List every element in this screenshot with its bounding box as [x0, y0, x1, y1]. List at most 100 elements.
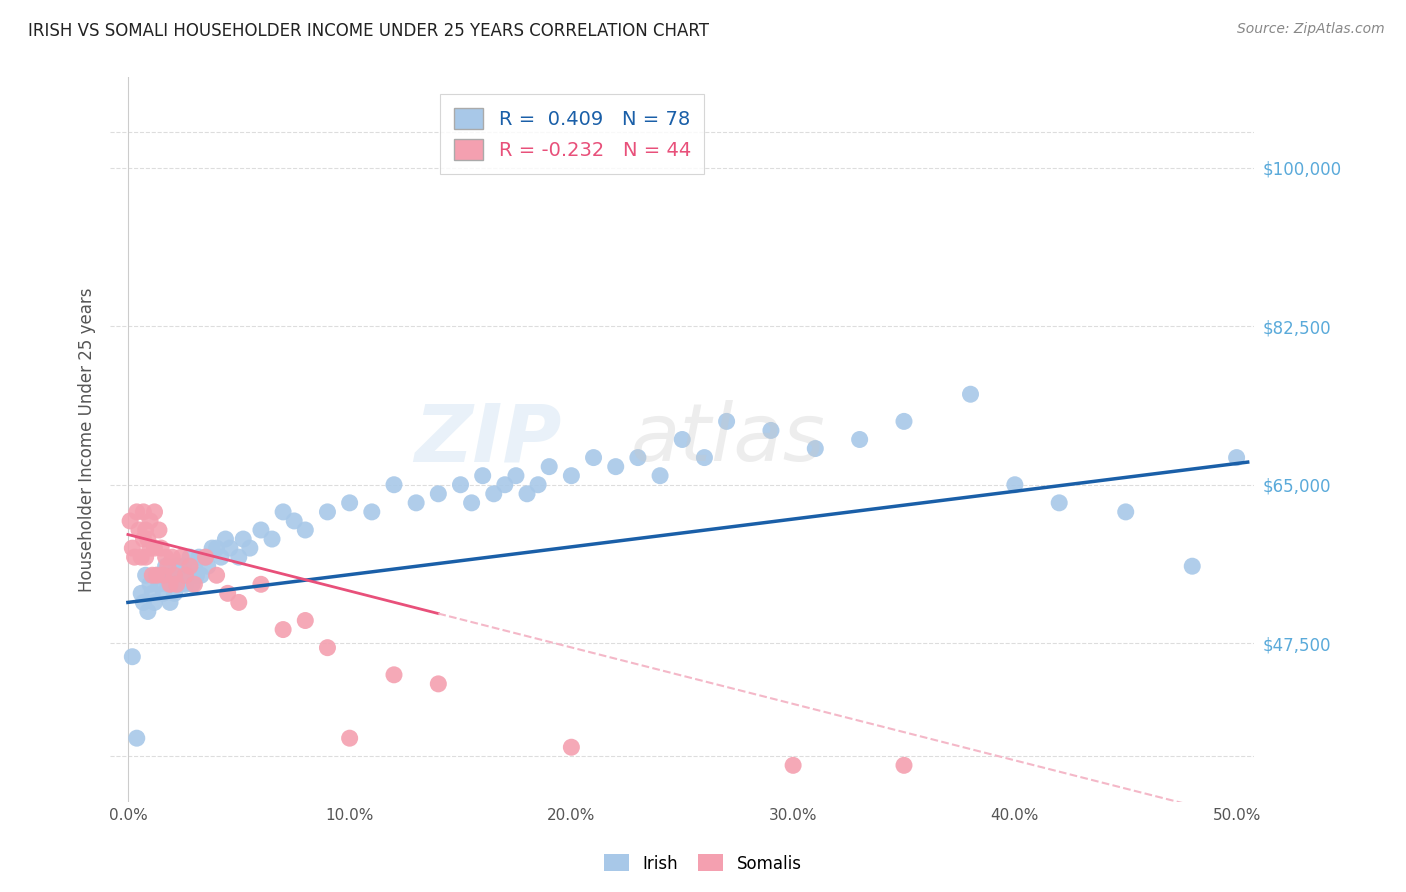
Point: [217, 586, 239, 600]
Point: [671, 433, 693, 447]
Point: [250, 577, 273, 591]
Point: [129, 550, 152, 565]
Point: [121, 649, 143, 664]
Point: [125, 505, 148, 519]
Point: [124, 550, 146, 565]
Point: [316, 640, 339, 655]
Point: [260, 532, 283, 546]
Point: [141, 568, 163, 582]
Point: [129, 586, 152, 600]
Point: [339, 731, 361, 746]
Point: [145, 568, 167, 582]
Point: [194, 550, 217, 565]
Point: [205, 541, 228, 555]
Point: [145, 568, 167, 582]
Point: [405, 496, 427, 510]
Point: [283, 514, 305, 528]
Point: [125, 731, 148, 746]
Point: [232, 532, 254, 546]
Point: [582, 450, 605, 465]
Point: [294, 523, 316, 537]
Text: atlas: atlas: [631, 401, 825, 478]
Point: [139, 514, 162, 528]
Point: [716, 414, 738, 428]
Point: [1115, 505, 1137, 519]
Point: [132, 532, 155, 546]
Point: [148, 523, 170, 537]
Point: [560, 740, 582, 755]
Point: [143, 541, 166, 555]
Point: [201, 541, 224, 555]
Point: [156, 559, 179, 574]
Point: [152, 586, 174, 600]
Point: [159, 577, 181, 591]
Point: [186, 568, 208, 582]
Point: [179, 550, 201, 565]
Point: [120, 514, 142, 528]
Point: [187, 550, 209, 565]
Point: [139, 577, 162, 591]
Point: [170, 550, 193, 565]
Point: [239, 541, 262, 555]
Point: [214, 532, 236, 546]
Point: [136, 604, 159, 618]
Point: [560, 468, 582, 483]
Point: [516, 487, 538, 501]
Point: [183, 559, 205, 574]
Text: ZIP: ZIP: [413, 401, 561, 478]
Point: [804, 442, 827, 456]
Point: [163, 568, 186, 582]
Text: Source: ZipAtlas.com: Source: ZipAtlas.com: [1237, 22, 1385, 37]
Point: [183, 577, 205, 591]
Point: [152, 568, 174, 582]
Point: [197, 559, 219, 574]
Point: [163, 586, 186, 600]
Point: [471, 468, 494, 483]
Point: [143, 595, 166, 609]
Point: [893, 758, 915, 772]
Point: [156, 577, 179, 591]
Point: [893, 414, 915, 428]
Point: [143, 505, 166, 519]
Point: [136, 532, 159, 546]
Point: [294, 614, 316, 628]
Point: [460, 496, 482, 510]
Point: [382, 668, 405, 682]
Point: [482, 487, 505, 501]
Point: [228, 550, 250, 565]
Point: [360, 505, 382, 519]
Point: [190, 568, 212, 582]
Point: [1004, 477, 1026, 491]
Point: [959, 387, 981, 401]
Point: [427, 487, 450, 501]
Point: [155, 550, 177, 565]
Point: [209, 550, 232, 565]
Legend: Irish, Somalis: Irish, Somalis: [598, 847, 808, 880]
Point: [1181, 559, 1204, 574]
Point: [538, 459, 561, 474]
Point: [759, 424, 782, 438]
Point: [1226, 450, 1249, 465]
Point: [166, 559, 188, 574]
Point: [848, 433, 870, 447]
Point: [135, 550, 157, 565]
Point: [339, 496, 361, 510]
Legend: R =  0.409   N = 78, R = -0.232   N = 44: R = 0.409 N = 78, R = -0.232 N = 44: [440, 95, 704, 174]
Point: [271, 505, 294, 519]
Point: [648, 468, 671, 483]
Point: [170, 577, 193, 591]
Point: [627, 450, 650, 465]
Point: [505, 468, 527, 483]
Point: [159, 595, 181, 609]
Point: [693, 450, 716, 465]
Point: [181, 577, 204, 591]
Point: [150, 568, 173, 582]
Point: [250, 523, 273, 537]
Point: [219, 541, 242, 555]
Point: [135, 523, 157, 537]
Point: [121, 541, 143, 555]
Point: [271, 623, 294, 637]
Point: [228, 595, 250, 609]
Y-axis label: Householder Income Under 25 years: Householder Income Under 25 years: [79, 287, 96, 591]
Point: [494, 477, 516, 491]
